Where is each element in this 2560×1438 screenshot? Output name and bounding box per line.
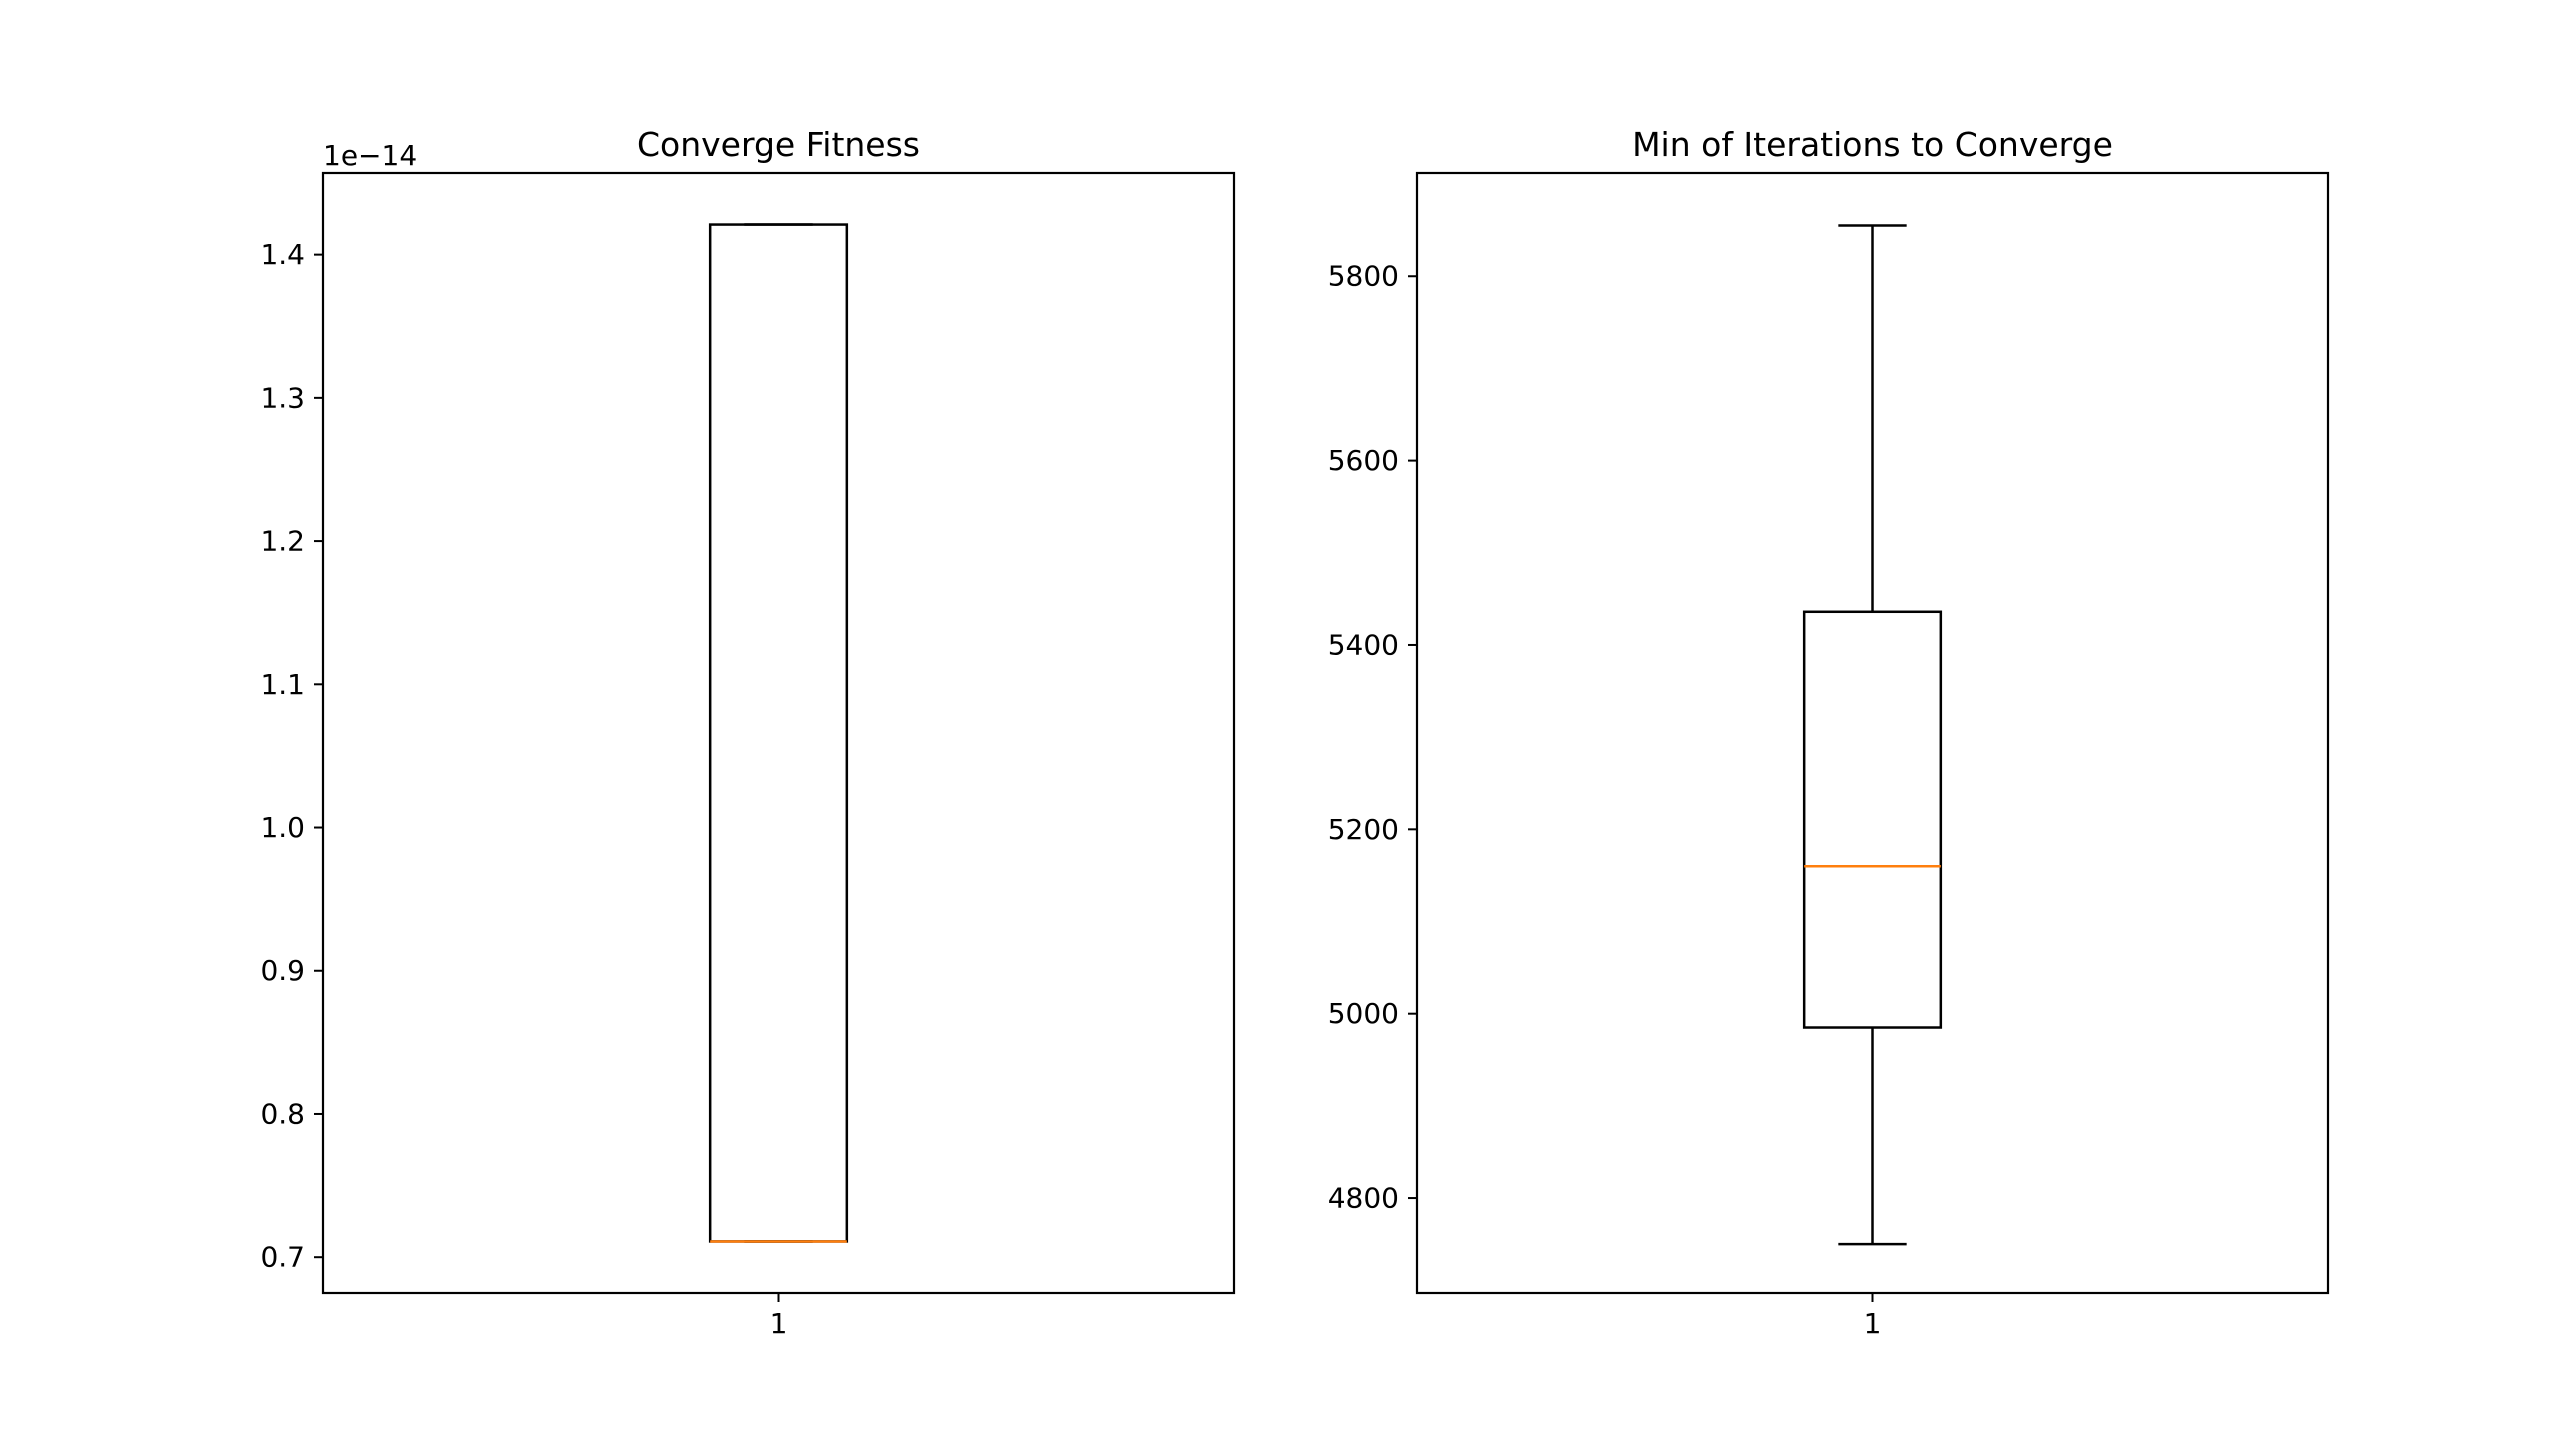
y-tick-label: 5000 xyxy=(1328,997,1399,1030)
box-body xyxy=(1802,610,1943,1029)
chart-panel-1: Converge Fitness 1e−14 0.7 0.8 0.9 1.0 1.1 1.2 1… xyxy=(260,125,1236,1340)
y-tick-label: 5600 xyxy=(1328,444,1399,477)
y-tick-label: 0.8 xyxy=(260,1097,305,1130)
x-tick-label: 1 xyxy=(770,1307,788,1340)
axes-frame xyxy=(321,171,1236,1295)
y-tick-label: 1.1 xyxy=(260,668,305,701)
y-tick-label: 5800 xyxy=(1328,260,1399,293)
y-offset-label: 1e−14 xyxy=(323,139,417,172)
y-tick-label: 0.7 xyxy=(260,1241,305,1274)
y-tick-label: 5400 xyxy=(1328,628,1399,661)
y-tick-label: 1.4 xyxy=(260,238,305,271)
y-tick-label: 5200 xyxy=(1328,813,1399,846)
y-tick-label: 4800 xyxy=(1328,1182,1399,1215)
y-tick-label: 1.2 xyxy=(260,525,305,558)
y-tick-label: 1.3 xyxy=(260,381,305,414)
y-tick-label: 0.9 xyxy=(260,954,305,987)
y-tick-label: 1.0 xyxy=(260,811,305,844)
chart-title: Min of Iterations to Converge xyxy=(1632,125,2113,164)
chart-title: Converge Fitness xyxy=(637,125,920,164)
chart-panel-2: Min of Iterations to Converge 4800 5000 520… xyxy=(1328,125,2330,1340)
x-tick-label: 1 xyxy=(1864,1307,1882,1340)
